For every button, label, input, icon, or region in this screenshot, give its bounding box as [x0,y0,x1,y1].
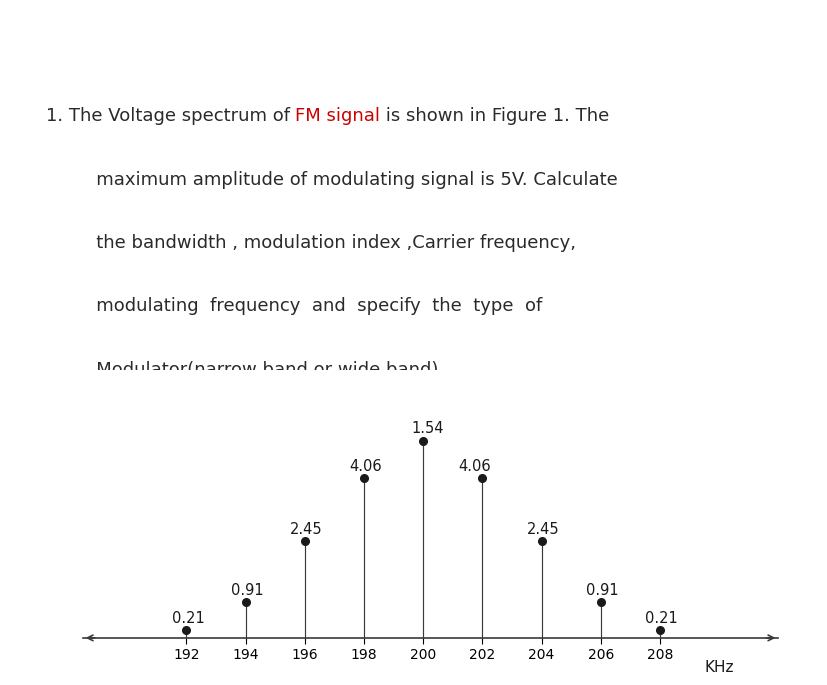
Text: maximum amplitude of modulating signal is 5V. Calculate: maximum amplitude of modulating signal i… [79,171,617,188]
Text: 0.91: 0.91 [231,583,263,598]
Text: the bandwidth , modulation index ,Carrier frequency,: the bandwidth , modulation index ,Carrie… [79,234,575,252]
Text: 2.45: 2.45 [289,523,323,538]
Text: is shown in Figure 1. The: is shown in Figure 1. The [380,108,609,125]
Text: Modulator(narrow band or wide band).: Modulator(narrow band or wide band). [79,360,443,379]
Text: 0.21: 0.21 [171,610,204,625]
Text: 1.54: 1.54 [411,421,444,436]
Text: 1. The Voltage spectrum of: 1. The Voltage spectrum of [45,108,295,125]
Text: 0.21: 0.21 [644,610,677,625]
Text: FM signal: FM signal [295,108,380,125]
Text: 4.06: 4.06 [458,459,490,474]
Text: modulating  frequency  and  specify  the  type  of: modulating frequency and specify the typ… [79,297,541,315]
Text: 0.91: 0.91 [586,583,618,598]
Text: 4.06: 4.06 [349,459,381,474]
Text: 2.45: 2.45 [526,523,559,538]
Text: KHz: KHz [704,660,733,675]
